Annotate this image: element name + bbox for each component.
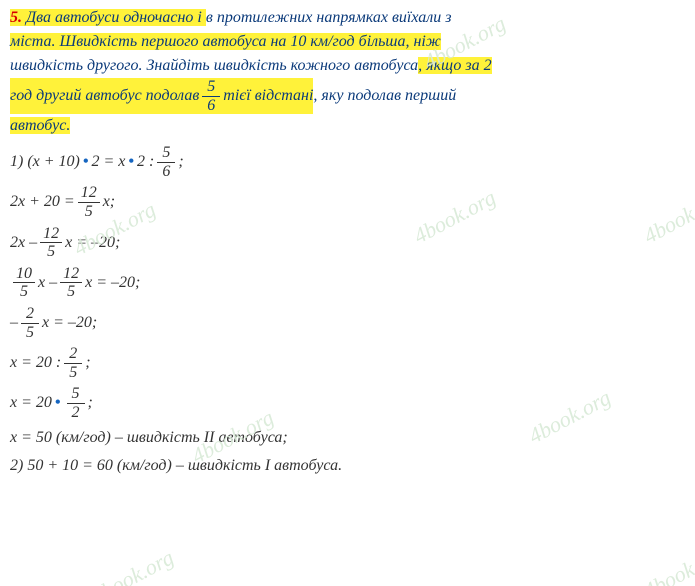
task-number: 5. [10, 9, 22, 26]
t: x – [38, 271, 57, 295]
step-9: 2) 50 + 10 = 60 (км/год) – швидкість І а… [10, 454, 685, 478]
step-2: 2x + 20 = 12 5 x; [10, 184, 685, 220]
frac-num: 5 [67, 385, 85, 404]
task-line-2: міста. Швидкість першого автобуса на 10 … [10, 33, 441, 50]
t: 2) 50 + 10 = 60 (км/год) – швидкість І а… [10, 454, 342, 478]
fraction-12-5: 12 5 [40, 225, 62, 261]
task-text-1b: в протилежних напрямках виїхали з [206, 9, 452, 26]
fraction-12-5: 12 5 [78, 184, 100, 220]
fraction-2-5: 2 5 [64, 345, 82, 381]
frac-den: 5 [60, 283, 82, 301]
frac-num: 12 [40, 225, 62, 244]
frac-num: 12 [60, 265, 82, 284]
task-line-4: год другий автобус подолав 5 6 тієї відс… [10, 78, 313, 114]
task-text-1a: Два автобуси одночасно і [26, 9, 202, 26]
fraction-2-5: 2 5 [21, 305, 39, 341]
frac-num: 2 [64, 345, 82, 364]
task-text-3b: , якщо за 2 [418, 57, 491, 74]
task-statement: 5. Два автобуси одночасно і в протилежни… [10, 6, 685, 138]
step-7: x = 20 • 5 2 ; [10, 385, 685, 421]
t: 2 : [137, 150, 154, 174]
task-line-5: автобус. [10, 117, 70, 134]
frac-num: 5 [202, 78, 220, 97]
step-3: 2x – 12 5 x = –20; [10, 225, 685, 261]
fraction-5-2: 5 2 [67, 385, 85, 421]
t: x = –20; [65, 231, 120, 255]
page-root: 5. Два автобуси одночасно і в протилежни… [0, 0, 695, 488]
t: ; [178, 150, 183, 174]
task-line-1: 5. Два автобуси одночасно і [10, 9, 206, 26]
watermark-text: 4book.org [637, 536, 695, 586]
frac-num: 10 [13, 265, 35, 284]
t: 2 = x [92, 150, 126, 174]
fraction-12-5: 12 5 [60, 265, 82, 301]
frac-den: 2 [67, 404, 85, 422]
step-6: x = 20 : 2 5 ; [10, 345, 685, 381]
t: x = 50 (км/год) – швидкість ІІ автобуса; [10, 426, 288, 450]
frac-den: 5 [78, 203, 100, 221]
task-text-4c: , яку подолав перший [313, 87, 456, 104]
dot-icon: • [125, 150, 137, 174]
frac-den: 5 [21, 324, 39, 342]
solution-block: 1) (x + 10) • 2 = x • 2 : 5 6 ; 2x + 20 … [10, 144, 685, 477]
dot-icon: • [52, 391, 64, 415]
frac-den: 6 [202, 97, 220, 115]
t: – [10, 311, 18, 335]
step-1: 1) (x + 10) • 2 = x • 2 : 5 6 ; [10, 144, 685, 180]
frac-num: 2 [21, 305, 39, 324]
fraction-5-6-task: 5 6 [202, 78, 220, 114]
t: x = 20 [10, 391, 52, 415]
fraction-5-6: 5 6 [157, 144, 175, 180]
t: ; [88, 391, 93, 415]
task-text-4b: тієї відстані [223, 84, 313, 108]
task-text-4a: год другий автобус подолав [10, 84, 199, 108]
frac-num: 12 [78, 184, 100, 203]
step-4: 10 5 x – 12 5 x = –20; [10, 265, 685, 301]
fraction-10-5: 10 5 [13, 265, 35, 301]
watermark-text: 4book.org [85, 541, 179, 586]
dot-icon: • [80, 150, 92, 174]
frac-den: 5 [64, 364, 82, 382]
step-8: x = 50 (км/год) – швидкість ІІ автобуса; [10, 426, 685, 450]
t: x = –20; [85, 271, 140, 295]
t: x; [103, 190, 115, 214]
t: ; [85, 351, 90, 375]
t: 2x + 20 = [10, 190, 75, 214]
frac-den: 5 [13, 283, 35, 301]
task-text-3a: швидкість другого. Знайдіть швидкість ко… [10, 57, 418, 74]
t: x = 20 : [10, 351, 61, 375]
t: 2x – [10, 231, 37, 255]
frac-den: 6 [157, 163, 175, 181]
t: x = –20; [42, 311, 97, 335]
frac-num: 5 [157, 144, 175, 163]
t: 1) (x + 10) [10, 150, 80, 174]
frac-den: 5 [40, 243, 62, 261]
step-5: – 2 5 x = –20; [10, 305, 685, 341]
